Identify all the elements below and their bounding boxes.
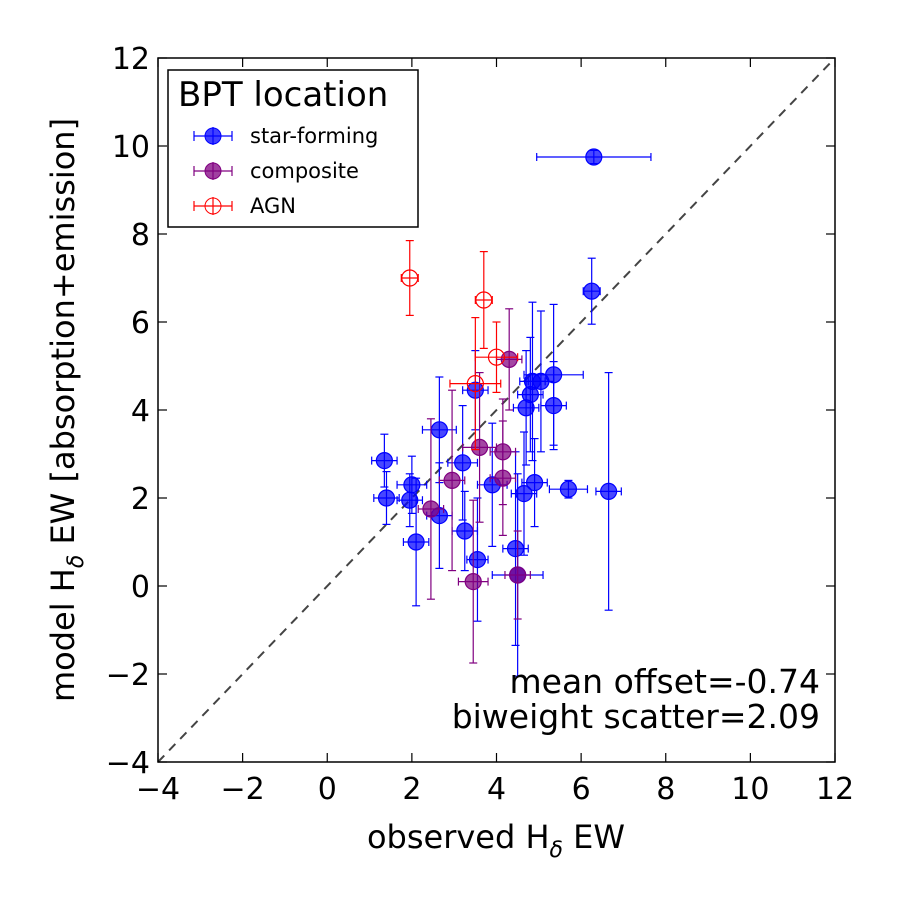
y-tick-label: −2: [106, 658, 150, 693]
marker-star-forming: [456, 522, 474, 540]
marker-composite: [464, 572, 482, 591]
series-composite: [417, 308, 531, 664]
data-point-star-forming: [402, 477, 430, 607]
x-tick-label: −2: [221, 772, 265, 807]
data-point-composite: [495, 308, 523, 411]
legend-entry-composite: composite: [193, 159, 359, 183]
y-tick-label: 2: [131, 482, 150, 517]
data-point-star-forming: [595, 372, 622, 611]
legend-marker-composite: [204, 162, 222, 180]
legend-marker-agn: [204, 197, 222, 215]
legend-title: BPT location: [178, 75, 388, 115]
data-point-agn: [449, 317, 502, 451]
y-tick-label: 6: [131, 306, 150, 341]
marker-star-forming: [515, 485, 533, 503]
marker-star-forming: [585, 148, 603, 166]
y-tick-label: 8: [131, 218, 150, 253]
marker-star-forming: [401, 491, 419, 509]
data-point-star-forming: [510, 431, 538, 556]
marker-star-forming: [506, 539, 525, 558]
marker-star-forming: [377, 489, 396, 507]
data-point-agn: [400, 240, 419, 316]
series-agn: [400, 240, 519, 451]
marker-composite: [443, 471, 461, 489]
legend-entry-agn: AGN: [193, 194, 296, 218]
x-tick-label: 4: [487, 772, 506, 807]
legend-box: [167, 69, 419, 228]
x-tick-label: 12: [816, 772, 854, 807]
y-axis-label: model Hδ EW [absorption+emission]: [44, 118, 89, 702]
marker-star-forming: [583, 282, 601, 300]
marker-composite: [422, 500, 440, 518]
data-point-agn: [474, 251, 493, 349]
data-point-star-forming: [396, 473, 424, 528]
marker-star-forming: [375, 452, 393, 470]
legend-entry-star-forming: star-forming: [193, 124, 378, 148]
x-tick-label: 6: [572, 772, 591, 807]
y-tick-label: 0: [131, 570, 150, 605]
data-point-star-forming: [447, 405, 479, 521]
data-point-composite: [504, 530, 531, 620]
marker-composite: [509, 566, 527, 584]
marker-agn: [466, 375, 484, 393]
marker-agn: [401, 269, 419, 287]
data-point-composite: [417, 418, 445, 600]
y-tick-label: 10: [112, 130, 150, 165]
data-point-star-forming: [521, 438, 548, 528]
marker-composite: [470, 438, 489, 456]
marker-composite: [494, 443, 512, 461]
legend: BPT location star-forming composite AGN: [167, 69, 419, 228]
y-tick-label: −4: [106, 746, 150, 781]
one-to-one-line: [157, 57, 836, 763]
y-tick-label: 4: [131, 394, 150, 429]
x-tick-label: 2: [402, 772, 421, 807]
axes-frame: [157, 57, 836, 763]
x-tick-label: 10: [731, 772, 769, 807]
plot-area: [157, 57, 836, 763]
legend-label-agn: AGN: [250, 194, 296, 218]
x-axis-label: observed Hδ EW: [367, 818, 625, 863]
mean-offset-annotation: mean offset=-0.74: [510, 662, 820, 701]
legend-label-star-forming: star-forming: [250, 124, 378, 148]
marker-agn: [487, 348, 506, 366]
marker-star-forming: [468, 550, 487, 569]
data-point-agn: [474, 321, 519, 393]
biweight-scatter-annotation: biweight scatter=2.09: [452, 697, 820, 736]
data-point-star-forming: [540, 361, 567, 451]
marker-star-forming: [407, 533, 425, 551]
data-point-star-forming: [371, 433, 398, 488]
x-tick-label: −4: [136, 772, 180, 807]
y-tick-label: 12: [112, 42, 150, 77]
x-tick-label: 8: [656, 772, 675, 807]
legend-marker-star-forming: [204, 127, 222, 145]
marker-star-forming: [403, 476, 421, 494]
data-point-star-forming: [582, 257, 601, 325]
data-point-composite: [489, 398, 517, 506]
marker-star-forming: [525, 474, 544, 492]
marker-star-forming: [559, 480, 578, 498]
data-point-composite: [457, 499, 489, 664]
x-tick-label: 0: [318, 772, 337, 807]
data-point-star-forming: [548, 479, 589, 499]
marker-star-forming: [545, 397, 563, 415]
data-point-star-forming: [536, 148, 652, 166]
axis-ticks: −4 −2 0 2 4 6 8 10 12 −4 −2 0 2 4 6 8 10 12: [106, 42, 854, 807]
marker-star-forming: [430, 421, 448, 439]
marker-star-forming: [454, 454, 472, 472]
marker-agn: [475, 291, 493, 309]
marker-star-forming: [600, 482, 618, 500]
data-point-composite: [438, 389, 466, 572]
legend-label-composite: composite: [250, 159, 359, 183]
